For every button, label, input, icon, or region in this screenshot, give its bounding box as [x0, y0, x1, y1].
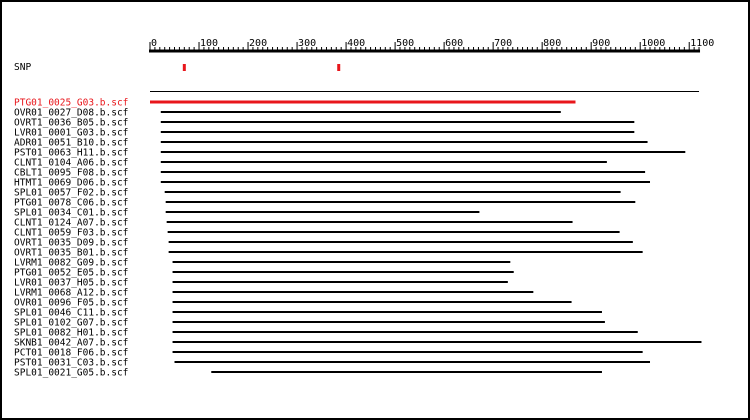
read-name[interactable]: SPL01_0082_H01.b.scf [14, 328, 128, 339]
read-name[interactable]: SPL01_0046_C11.b.scf [14, 308, 128, 319]
read-name[interactable]: PTG01_0078_C06.b.scf [14, 198, 128, 209]
read-name[interactable]: LVR01_0001_G03.b.scf [14, 128, 128, 139]
read-name[interactable]: PST01_0063_H11.b.scf [14, 148, 128, 159]
snp-track [182, 64, 341, 71]
tick-label: 100 [200, 38, 218, 49]
read-name[interactable]: OVR01_0096_F05.b.scf [14, 298, 128, 309]
read-name[interactable]: CLNT1_0104_A06.b.scf [14, 158, 128, 169]
read-name[interactable]: HTMT1_0069_D06.b.scf [14, 178, 128, 189]
tick-label: 700 [494, 38, 512, 49]
read-name[interactable]: PST01_0031_C03.b.scf [14, 358, 128, 369]
read-name[interactable]: CLNT1_0124_A07.b.scf [14, 218, 128, 229]
tick-label: 400 [347, 38, 365, 49]
tick-label: 0 [151, 38, 157, 49]
read-list: PTG01_0025_G03.b.scfOVR01_0027_D08.b.scf… [14, 98, 702, 379]
read-name[interactable]: OVRT1_0036_B05.b.scf [14, 118, 128, 129]
read-name[interactable]: SPL01_0102_G07.b.scf [14, 318, 128, 329]
snp-marker [337, 64, 341, 71]
read-name[interactable]: CLNT1_0059_F03.b.scf [14, 228, 128, 239]
read-name[interactable]: OVRT1_0035_B01.b.scf [14, 248, 128, 259]
read-name[interactable]: PTG01_0052_E05.b.scf [14, 268, 128, 279]
read-name[interactable]: LVR01_0037_H05.b.scf [14, 278, 128, 289]
read-name[interactable]: PCT01_0018_F06.b.scf [14, 348, 128, 359]
read-name[interactable]: CBLT1_0095_F08.b.scf [14, 168, 128, 179]
tick-label: 500 [396, 38, 414, 49]
snp-track-label: SNP [14, 62, 31, 73]
tick-label: 1000 [641, 38, 665, 49]
read-name[interactable]: ADR01_0051_B10.b.scf [14, 138, 128, 149]
read-name[interactable]: OVR01_0027_D08.b.scf [14, 108, 128, 119]
position-axis: 0 100 200 300 400 500 600 700 800 900 1000 1100 [149, 38, 714, 53]
snp-marker [182, 64, 186, 71]
tick-label: 200 [249, 38, 267, 49]
read-name[interactable]: SPL01_0034_C01.b.scf [14, 208, 128, 219]
tick-label: 300 [298, 38, 316, 49]
tick-label: 1100 [690, 38, 714, 49]
read-name[interactable]: LVRM1_0068_A12.b.scf [14, 288, 128, 299]
read-name[interactable]: SPL01_0021_G05.b.scf [14, 368, 128, 379]
tick-label: 900 [592, 38, 610, 49]
read-name[interactable]: OVRT1_0035_D09.b.scf [14, 238, 128, 249]
read-name[interactable]: PTG01_0025_G03.b.scf [14, 98, 128, 109]
read-name[interactable]: SKNB1_0042_A07.b.scf [14, 338, 128, 349]
tick-label: 800 [543, 38, 561, 49]
read-name[interactable]: SPL01_0057_F02.b.scf [14, 188, 128, 199]
read-name[interactable]: LVRM1_0082_G09.b.scf [14, 258, 128, 269]
tick-label: 600 [445, 38, 463, 49]
